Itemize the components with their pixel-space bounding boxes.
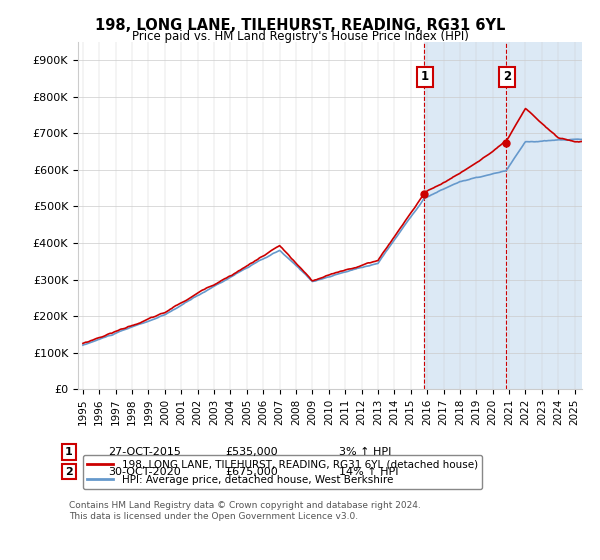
Bar xyxy=(424,42,506,389)
Text: 1: 1 xyxy=(421,70,429,83)
Text: Price paid vs. HM Land Registry's House Price Index (HPI): Price paid vs. HM Land Registry's House … xyxy=(131,30,469,43)
Text: Contains HM Land Registry data © Crown copyright and database right 2024.
This d: Contains HM Land Registry data © Crown c… xyxy=(69,501,421,521)
Text: 27-OCT-2015: 27-OCT-2015 xyxy=(108,447,181,457)
Text: £535,000: £535,000 xyxy=(225,447,278,457)
Bar xyxy=(506,42,582,389)
Text: 198, LONG LANE, TILEHURST, READING, RG31 6YL: 198, LONG LANE, TILEHURST, READING, RG31… xyxy=(95,18,505,33)
Text: 2: 2 xyxy=(65,466,73,477)
Text: 2: 2 xyxy=(503,70,511,83)
Text: 3% ↑ HPI: 3% ↑ HPI xyxy=(339,447,391,457)
Text: 14% ↑ HPI: 14% ↑ HPI xyxy=(339,466,398,477)
Text: 1: 1 xyxy=(65,447,73,457)
Text: 30-OCT-2020: 30-OCT-2020 xyxy=(108,466,181,477)
Legend: 198, LONG LANE, TILEHURST, READING, RG31 6YL (detached house), HPI: Average pric: 198, LONG LANE, TILEHURST, READING, RG31… xyxy=(83,455,482,489)
Text: £675,000: £675,000 xyxy=(225,466,278,477)
